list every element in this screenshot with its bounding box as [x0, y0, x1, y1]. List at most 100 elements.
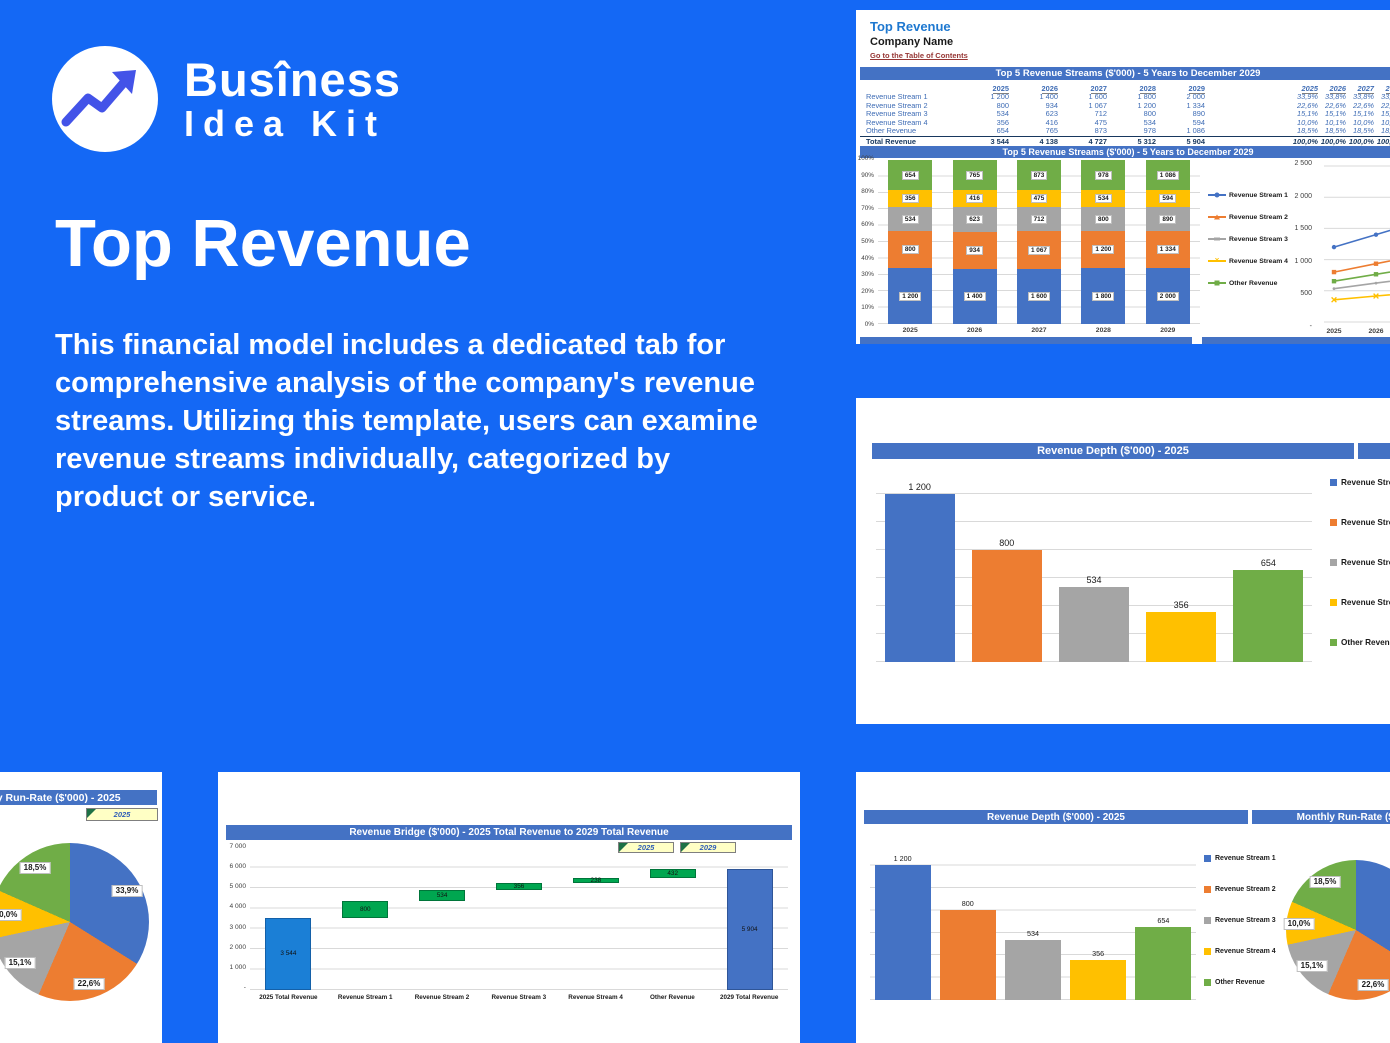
pie-slice-label: 15,1%	[1296, 960, 1328, 972]
legend-line	[1208, 214, 1226, 220]
legend-label: Revenue Stream 4	[1229, 257, 1288, 265]
legend-swatch-icon	[1204, 948, 1211, 955]
legend-swatch-icon	[1204, 886, 1211, 893]
line-chart-y-axis: 2 500 2 000 1 500 1 000 500 -	[1260, 160, 1312, 330]
depth-chart-legend: Revenue Stream 1 Revenue Stream 2 Revenue …	[1330, 478, 1390, 678]
legend-item: Other Revenue	[1204, 978, 1276, 987]
stacked-segment: 1 200	[888, 268, 933, 324]
waterfall-bar: 5 904	[726, 869, 773, 990]
segment-value-label: 712	[1030, 214, 1048, 224]
legend-item: Revenue Stream 4	[1330, 598, 1390, 607]
cell-pct: 10,1%	[1325, 117, 1346, 127]
bar-value-label: 800	[359, 905, 371, 913]
y-tick: 50%	[861, 237, 874, 245]
stacked-segment: 873	[1016, 160, 1061, 191]
year-selector-dropdown[interactable]: 2025	[86, 808, 158, 821]
segment-value-label: 594	[1159, 193, 1177, 203]
stacked-segment: 475	[1016, 190, 1061, 207]
stacked-segment: 623	[952, 206, 997, 232]
pie-slice-label: 33,9%	[111, 885, 143, 897]
x-tick: 2026	[1368, 328, 1384, 335]
stacked-segment: 800	[1081, 206, 1126, 232]
segment-value-label: 475	[1030, 194, 1048, 204]
stacked-segment: 1 200	[1081, 231, 1126, 269]
stacked-segment: 890	[1145, 206, 1190, 232]
next-section-header-strip	[860, 337, 1192, 344]
bar	[971, 550, 1042, 662]
line-series	[1333, 280, 1390, 290]
cell-value: 416	[1045, 117, 1058, 127]
cell-pct: 18,4%	[1381, 125, 1390, 135]
bar-value-label: 534	[1086, 575, 1102, 586]
cell-value: 1 067	[1088, 100, 1108, 110]
table-row: Revenue Stream 2 800 934 1 067 1 200 1 334 22,…	[860, 101, 1390, 109]
bar-column: 654	[1233, 466, 1304, 662]
segment-value-label: 1 067	[1027, 245, 1050, 255]
table-of-contents-link[interactable]: Go to the Table of Contents	[870, 51, 968, 60]
legend-swatch-icon	[1330, 639, 1337, 646]
cell-pct: 33,9%	[1297, 92, 1318, 102]
pie-slice-label: 10,0%	[1283, 918, 1315, 930]
revenue-streams-table: 202520262027202820292025202620272028Reve…	[860, 82, 1390, 147]
bar-column: 1 200	[884, 466, 955, 662]
bar-column: 800	[939, 843, 996, 1000]
y-tick: 1 000	[1294, 257, 1312, 265]
segment-value-label: 765	[966, 170, 983, 180]
cell-value: 800	[996, 100, 1009, 110]
legend-label: Revenue Stream 2	[1215, 886, 1276, 893]
depth-chart-legend: Revenue Stream 1 Revenue Stream 2 Revenue …	[1204, 854, 1276, 1009]
x-tick: 2029	[1160, 327, 1176, 334]
bar-column: 356	[1070, 843, 1127, 1000]
stacked-segment: 1 067	[1016, 231, 1061, 269]
pie-slice-label: 22,6%	[73, 978, 105, 990]
pie-slice-label: 22,6%	[1357, 979, 1389, 991]
data-point-marker	[1373, 272, 1379, 277]
total-value: 5 904	[1186, 136, 1206, 146]
cell-pct: 22,6%	[1325, 100, 1346, 110]
stacked-segment: 594	[1145, 190, 1190, 207]
cell-value: 1 600	[1088, 92, 1108, 102]
cell-value: 356	[996, 117, 1009, 127]
legend-swatch-icon	[1330, 599, 1337, 606]
bar-value-label: 3 544	[280, 950, 297, 958]
stacked-segment: 934	[952, 231, 997, 269]
total-value: 4 138	[1039, 136, 1059, 146]
legend-line	[1208, 192, 1226, 198]
bar-column: 1 200	[874, 843, 931, 1000]
cell-value: 978	[1143, 125, 1156, 135]
cell-pct: 22,6%	[1297, 100, 1318, 110]
x-tick: Revenue Stream 2	[414, 994, 470, 1001]
table-row: Other Revenue 654 765 873 978 1 086 18,5% 18,5%…	[860, 125, 1390, 135]
cell-value: 1 334	[1186, 100, 1206, 110]
stacked-bar: 873 475 712 1 067 1 600	[1016, 160, 1061, 324]
cell-value: 765	[1045, 125, 1058, 135]
table-row: Revenue Stream 4 356 416 475 534 594 10,0% 10,1…	[860, 118, 1390, 126]
stacked-segment: 1 800	[1081, 268, 1126, 324]
legend-label: Revenue Stream 2	[1229, 213, 1288, 221]
legend-swatch-icon	[1204, 979, 1211, 986]
pie-slice-label: 10,0%	[0, 909, 22, 921]
waterfall-bar: 432	[649, 869, 696, 879]
legend-label: Revenue Stream 4	[1341, 598, 1390, 607]
cell-value: 1 800	[1137, 92, 1157, 102]
bar-column: 800	[971, 466, 1042, 662]
legend-label: Other Revenue	[1215, 979, 1265, 986]
waterfall-bar: 3 544	[265, 917, 312, 990]
y-tick: 100%	[857, 155, 874, 162]
x-tick: 2025	[1326, 328, 1342, 335]
bridge-x-axis: 2025 Total Revenue Revenue Stream 1 Revenu…	[250, 994, 788, 1001]
stacked-segment: 978	[1081, 160, 1126, 191]
stacked-segment: 800	[888, 231, 933, 269]
table-row: Revenue Stream 3 534 623 712 800 890 15,1% 15,1…	[860, 110, 1390, 118]
bar	[1233, 570, 1304, 662]
depth-and-run-rate-panel: Revenue Depth ($'000) - 2025 Monthly Run…	[856, 772, 1390, 1043]
bar	[939, 910, 996, 1000]
y-tick: 7 000	[229, 843, 246, 850]
bridge-header-bar: Revenue Bridge ($'000) - 2025 Total Reve…	[226, 825, 792, 840]
cell-pct: 15,1%	[1353, 109, 1374, 119]
stacked-chart-y-axis: 100% 90% 80% 70% 60% 50% 40% 30% 20% 10% 0%	[856, 155, 874, 328]
segment-value-label: 1 200	[1092, 245, 1115, 255]
legend-marker-icon: ✕	[1214, 258, 1220, 264]
segment-value-label: 356	[901, 194, 919, 203]
legend-label: Revenue Stream 1	[1229, 191, 1288, 199]
